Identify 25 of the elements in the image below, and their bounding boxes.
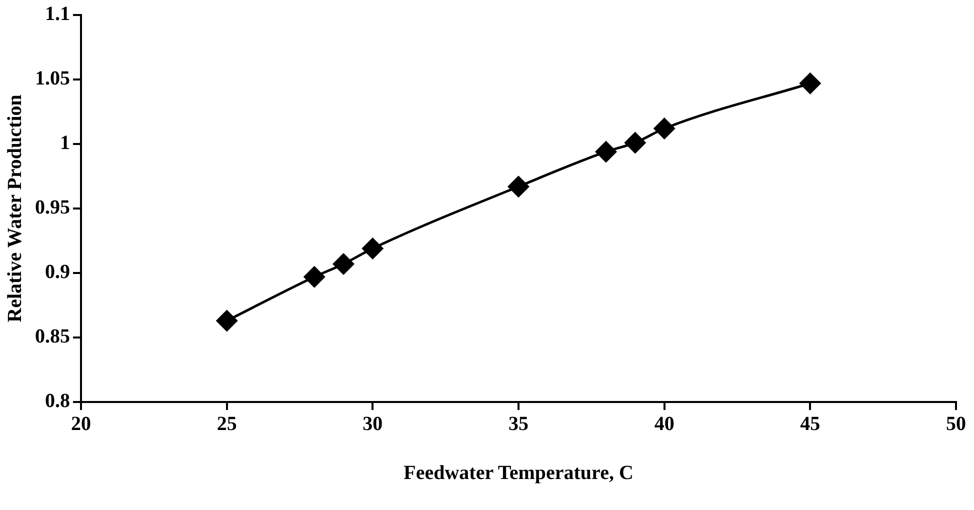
x-tick-label: 40 (654, 413, 674, 436)
point (799, 72, 822, 94)
y-tick-label: 1.05 (35, 68, 70, 90)
point (653, 118, 676, 140)
x-tick-label: 35 (508, 413, 528, 436)
y-tick-label: 0.85 (35, 326, 70, 348)
point (303, 266, 326, 288)
y-tick-label: 1.1 (45, 3, 70, 26)
x-tick-label: 45 (800, 413, 820, 436)
x-tick-label: 50 (946, 413, 966, 436)
x-tick-label: 30 (362, 413, 383, 436)
y-tick-label: 0.8 (45, 390, 70, 412)
x-tick-label: 25 (216, 413, 237, 436)
point (624, 132, 646, 154)
y-tick-label: 0.95 (35, 196, 70, 219)
point (216, 310, 238, 332)
point (362, 237, 384, 260)
y-axis-title: Relative Water Production (4, 94, 26, 322)
y-tick-label: 1 (60, 132, 70, 154)
point (595, 140, 617, 163)
point (508, 176, 530, 198)
x-tick-label: 20 (71, 413, 91, 436)
x-axis-title: Feedwater Temperature, C (404, 462, 634, 484)
point (332, 252, 354, 275)
y-tick-label: 0.9 (45, 261, 70, 284)
